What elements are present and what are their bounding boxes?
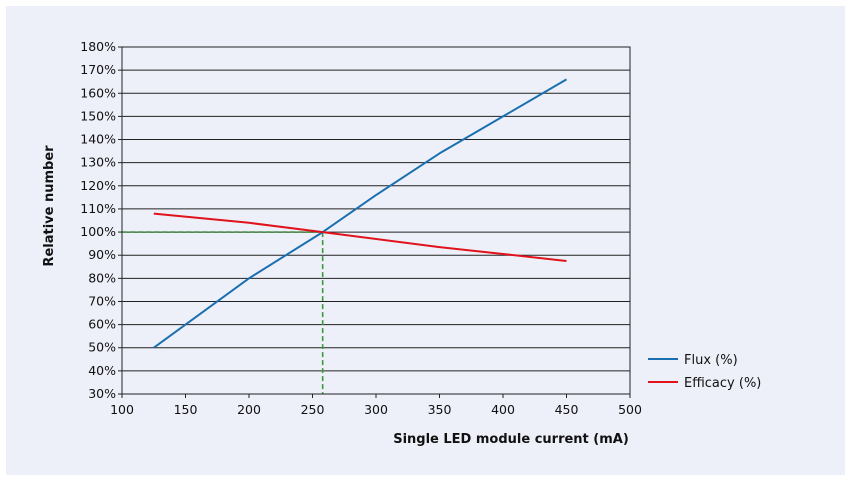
y-tick-label: 60%: [88, 317, 116, 332]
chart-panel: [6, 6, 845, 475]
x-axis-title: Single LED module current (mA): [393, 432, 629, 447]
y-tick-label: 90%: [88, 247, 116, 262]
x-tick-label: 150: [174, 402, 198, 417]
y-tick-label: 110%: [80, 201, 116, 216]
x-tick-label: 350: [428, 402, 452, 417]
y-tick-label: 140%: [80, 132, 116, 147]
x-tick-label: 300: [364, 402, 388, 417]
y-tick-label: 180%: [80, 39, 116, 54]
series-line-flux: [153, 78, 568, 349]
y-tick-label: 70%: [88, 293, 116, 308]
x-tick-label: 250: [301, 402, 325, 417]
y-tick-label: 160%: [80, 85, 116, 100]
x-tick-label: 450: [555, 402, 579, 417]
series-group: [153, 78, 568, 349]
y-tick-label: 130%: [80, 155, 116, 170]
y-tick-label: 150%: [80, 108, 116, 123]
reference-lines: [122, 231, 324, 394]
y-tick-label: 30%: [88, 386, 116, 401]
y-tick-label: 80%: [88, 270, 116, 285]
y-tick-label: 100%: [80, 224, 116, 239]
y-tick-label: 50%: [88, 340, 116, 355]
series-line-efficacy: [153, 212, 567, 262]
y-axis-title: Relative number: [42, 145, 57, 267]
x-tick-label: 400: [491, 402, 515, 417]
y-tick-label: 40%: [88, 363, 116, 378]
x-tick-labels: 100 150 200 250 300 350 400 450 500: [110, 394, 642, 417]
x-tick-label: 200: [237, 402, 261, 417]
legend-label: Efficacy (%): [684, 376, 761, 391]
x-tick-label: 100: [110, 402, 134, 417]
y-tick-label: 120%: [80, 178, 116, 193]
legend-label: Flux (%): [684, 353, 738, 368]
plot-frame: [121, 46, 631, 395]
legend: Flux (%) Efficacy (%): [648, 353, 761, 391]
grid-lines: [118, 46, 630, 395]
y-tick-labels: 30% 40% 50% 60% 70% 80% 90% 100% 110% 120% 130% 140…: [80, 39, 116, 401]
y-tick-label: 170%: [80, 62, 116, 77]
x-tick-label: 500: [618, 402, 642, 417]
